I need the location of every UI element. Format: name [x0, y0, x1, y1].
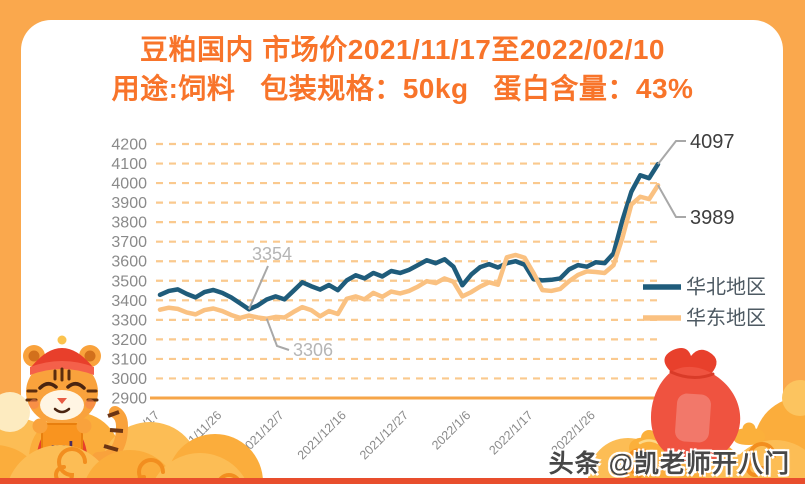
- x-axis-label: 2021/11/17: [109, 408, 163, 462]
- annotation-label-4097: 4097: [690, 131, 735, 153]
- y-axis-label: 4000: [111, 176, 147, 193]
- y-axis-label: 3700: [111, 234, 147, 251]
- y-axis-label: 4200: [111, 137, 147, 154]
- y-axis-label: 3300: [111, 312, 147, 329]
- x-axis-label: 2022/1/17: [486, 408, 535, 457]
- annotation-callout-3306: [265, 318, 290, 351]
- y-axis-label: 2900: [111, 391, 147, 408]
- y-axis-label: 3400: [111, 293, 147, 310]
- annotation-callout-3989: [657, 184, 686, 218]
- annotation-callout-4097: [657, 140, 686, 165]
- series-line-华北地区: [157, 161, 661, 312]
- y-axis-label: 3200: [111, 332, 147, 349]
- title-line-1: 豆粕国内 市场价2021/11/17至2022/02/10: [139, 34, 665, 65]
- annotation-label-3306: 3306: [293, 340, 333, 360]
- page-title: 豆粕国内 市场价2021/11/17至2022/02/10 用途:饲料 包装规格…: [30, 30, 775, 108]
- title-line-2: 用途:饲料 包装规格：50kg 蛋白含量：43%: [111, 73, 694, 104]
- watermark-text: 头条 @凯老师开八门: [548, 450, 790, 478]
- bottom-red-strip: [0, 478, 805, 484]
- y-axis-label: 3100: [111, 351, 147, 368]
- x-axis-label: 2021/11/26: [171, 408, 225, 462]
- x-axis-label: 2021/12/16: [295, 408, 349, 462]
- y-axis-label: 3600: [111, 254, 147, 271]
- legend-label-华北地区: 华北地区: [686, 276, 766, 299]
- annotation-label-3354: 3354: [252, 244, 292, 264]
- annotation-callout-3354: [248, 265, 269, 310]
- y-axis-label: 4100: [111, 156, 147, 173]
- y-axis-label: 3800: [111, 215, 147, 232]
- y-axis-label: 3900: [111, 195, 147, 212]
- y-axis-label: 3500: [111, 273, 147, 290]
- x-axis-label: 2022/1/6: [429, 408, 473, 452]
- x-axis-label: 2021/12/27: [357, 408, 411, 462]
- y-axis-label: 3000: [111, 371, 147, 388]
- legend-label-华东地区: 华东地区: [686, 307, 766, 330]
- annotation-label-3989: 3989: [690, 207, 735, 229]
- series-line-华东地区: [157, 182, 661, 321]
- x-axis-label: 2021/12/7: [237, 408, 286, 457]
